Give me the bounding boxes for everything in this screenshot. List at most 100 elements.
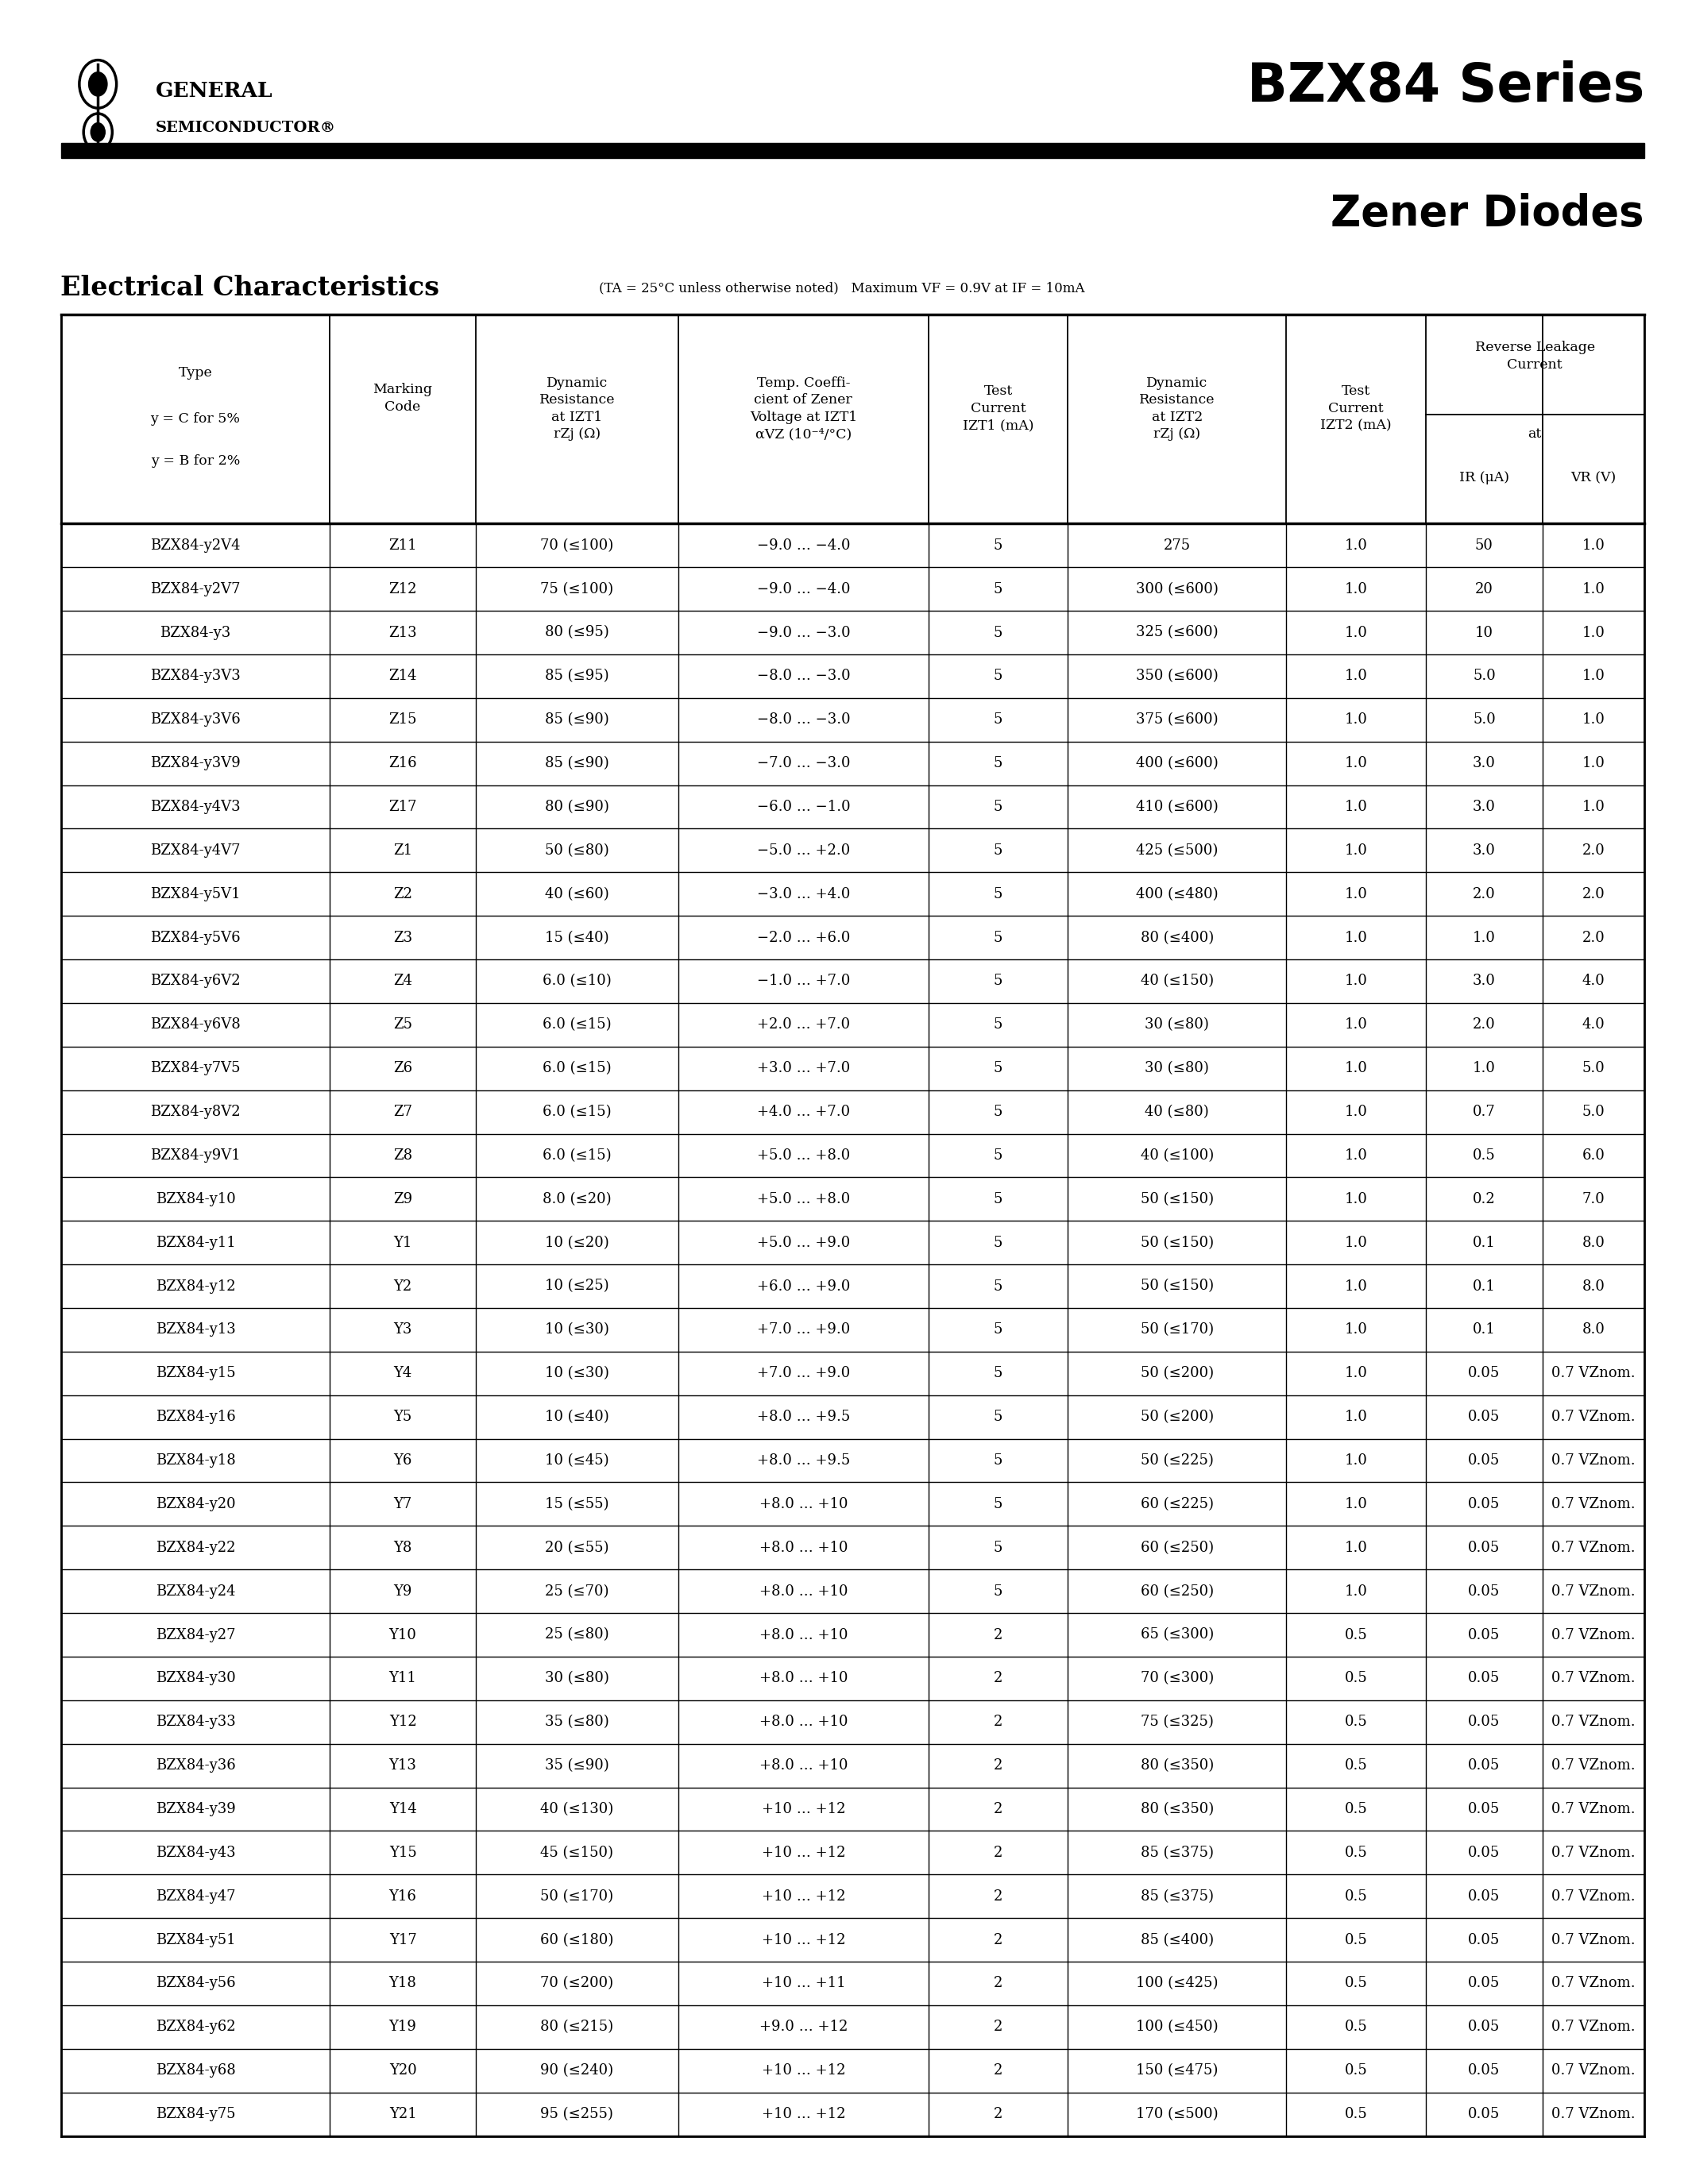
Text: +8.0 … +10: +8.0 … +10 [760,1496,847,1511]
Text: Z2: Z2 [393,887,412,902]
Text: 0.05: 0.05 [1469,1583,1501,1599]
Text: 0.7 VZnom.: 0.7 VZnom. [1551,1889,1636,1904]
Text: 35 (≤80): 35 (≤80) [545,1714,609,1730]
Text: 25 (≤70): 25 (≤70) [545,1583,609,1599]
Text: BZX84-y36: BZX84-y36 [155,1758,235,1773]
Text: Z12: Z12 [388,581,417,596]
Text: BZX84-y47: BZX84-y47 [155,1889,235,1904]
Text: 8.0: 8.0 [1582,1280,1605,1293]
Text: Y12: Y12 [388,1714,417,1730]
Text: Marking
Code: Marking Code [373,382,432,413]
Text: Y16: Y16 [388,1889,417,1904]
Text: +8.0 … +10: +8.0 … +10 [760,1758,847,1773]
Text: 0.1: 0.1 [1472,1236,1496,1249]
Text: 6.0 (≤15): 6.0 (≤15) [542,1061,611,1075]
Text: 0.7 VZnom.: 0.7 VZnom. [1551,1496,1636,1511]
Text: 2: 2 [994,2108,1003,2121]
Text: 6.0 (≤15): 6.0 (≤15) [542,1105,611,1118]
Text: BZX84-y24: BZX84-y24 [155,1583,235,1599]
Text: Z15: Z15 [388,712,417,727]
Text: 40 (≤130): 40 (≤130) [540,1802,613,1817]
Text: 10 (≤30): 10 (≤30) [545,1324,609,1337]
Text: 75 (≤100): 75 (≤100) [540,581,613,596]
Text: BZX84-y4V7: BZX84-y4V7 [150,843,240,858]
Text: 1.0: 1.0 [1344,1061,1367,1075]
Text: 0.5: 0.5 [1345,1714,1367,1730]
Text: 0.5: 0.5 [1345,1671,1367,1686]
Text: 3.0: 3.0 [1472,843,1496,858]
Text: 70 (≤300): 70 (≤300) [1141,1671,1214,1686]
Text: 400 (≤480): 400 (≤480) [1136,887,1219,902]
Text: +7.0 … +9.0: +7.0 … +9.0 [756,1367,851,1380]
Text: 60 (≤250): 60 (≤250) [1141,1540,1214,1555]
Bar [61,142,1644,157]
Text: 5: 5 [994,843,1003,858]
Text: +6.0 … +9.0: +6.0 … +9.0 [756,1280,851,1293]
Text: BZX84-y30: BZX84-y30 [155,1671,235,1686]
Text: 0.7 VZnom.: 0.7 VZnom. [1551,1977,1636,1990]
Text: 0.7 VZnom.: 0.7 VZnom. [1551,1540,1636,1555]
Text: BZX84-y11: BZX84-y11 [155,1236,235,1249]
Text: 0.05: 0.05 [1469,2108,1501,2121]
Text: 60 (≤180): 60 (≤180) [540,1933,614,1946]
Text: 0.7 VZnom.: 0.7 VZnom. [1551,1714,1636,1730]
Text: 0.7 VZnom.: 0.7 VZnom. [1551,2064,1636,2077]
Text: 0.05: 0.05 [1469,1411,1501,1424]
Text: −6.0 … −1.0: −6.0 … −1.0 [756,799,851,815]
Text: 0.7 VZnom.: 0.7 VZnom. [1551,1411,1636,1424]
Text: Temp. Coeffi-
cient of Zener
Voltage at IZT1
αVZ (10⁻⁴/°C): Temp. Coeffi- cient of Zener Voltage at … [749,376,858,441]
Text: 350 (≤600): 350 (≤600) [1136,668,1219,684]
Text: 15 (≤55): 15 (≤55) [545,1496,609,1511]
Text: 1.0: 1.0 [1344,1236,1367,1249]
Text: 0.7 VZnom.: 0.7 VZnom. [1551,2020,1636,2033]
Text: +10 … +12: +10 … +12 [761,1933,846,1946]
Text: 5.0: 5.0 [1472,712,1496,727]
Text: 60 (≤225): 60 (≤225) [1141,1496,1214,1511]
Text: BZX84-y3V3: BZX84-y3V3 [150,668,240,684]
Text: 0.1: 0.1 [1472,1280,1496,1293]
Text: 15 (≤40): 15 (≤40) [545,930,609,946]
Text: BZX84 Series: BZX84 Series [1247,61,1644,114]
Text: −3.0 … +4.0: −3.0 … +4.0 [756,887,851,902]
Text: BZX84-y6V8: BZX84-y6V8 [150,1018,240,1031]
Text: BZX84-y27: BZX84-y27 [155,1627,235,1642]
Text: 5: 5 [994,1583,1003,1599]
Text: 5: 5 [994,625,1003,640]
Text: Z13: Z13 [388,625,417,640]
Text: BZX84-y56: BZX84-y56 [155,1977,235,1990]
Text: 5: 5 [994,1236,1003,1249]
Text: 10 (≤40): 10 (≤40) [545,1411,609,1424]
Text: 0.05: 0.05 [1469,2020,1501,2033]
Text: 1.0: 1.0 [1344,712,1367,727]
Text: BZX84-y4V3: BZX84-y4V3 [150,799,240,815]
Text: 5: 5 [994,1061,1003,1075]
Text: 5: 5 [994,930,1003,946]
Text: 3.0: 3.0 [1472,756,1496,771]
Text: 50 (≤150): 50 (≤150) [1141,1236,1214,1249]
Text: 80 (≤90): 80 (≤90) [545,799,609,815]
Text: 95 (≤255): 95 (≤255) [540,2108,613,2121]
Text: 1.0: 1.0 [1344,756,1367,771]
Text: BZX84-y2V4: BZX84-y2V4 [150,537,240,553]
Text: 4.0: 4.0 [1582,1018,1605,1031]
Text: 0.5: 0.5 [1345,1977,1367,1990]
Text: +8.0 … +9.5: +8.0 … +9.5 [756,1411,851,1424]
Text: 5: 5 [994,756,1003,771]
Text: +5.0 … +8.0: +5.0 … +8.0 [756,1192,851,1206]
Text: BZX84-y16: BZX84-y16 [155,1411,235,1424]
Text: +9.0 … +12: +9.0 … +12 [760,2020,847,2033]
Text: Y8: Y8 [393,1540,412,1555]
Text: 100 (≤450): 100 (≤450) [1136,2020,1219,2033]
Text: BZX84-y75: BZX84-y75 [155,2108,235,2121]
Text: Type: Type [179,367,213,380]
Text: 50: 50 [1475,537,1494,553]
Text: +8.0 … +10: +8.0 … +10 [760,1627,847,1642]
Text: 8.0 (≤20): 8.0 (≤20) [542,1192,611,1206]
Text: 0.7 VZnom.: 0.7 VZnom. [1551,2108,1636,2121]
Text: 85 (≤375): 85 (≤375) [1141,1889,1214,1904]
Text: 5: 5 [994,712,1003,727]
Text: Z16: Z16 [388,756,417,771]
Text: Y9: Y9 [393,1583,412,1599]
Text: BZX84-y5V1: BZX84-y5V1 [150,887,240,902]
Text: 50 (≤170): 50 (≤170) [1141,1324,1214,1337]
